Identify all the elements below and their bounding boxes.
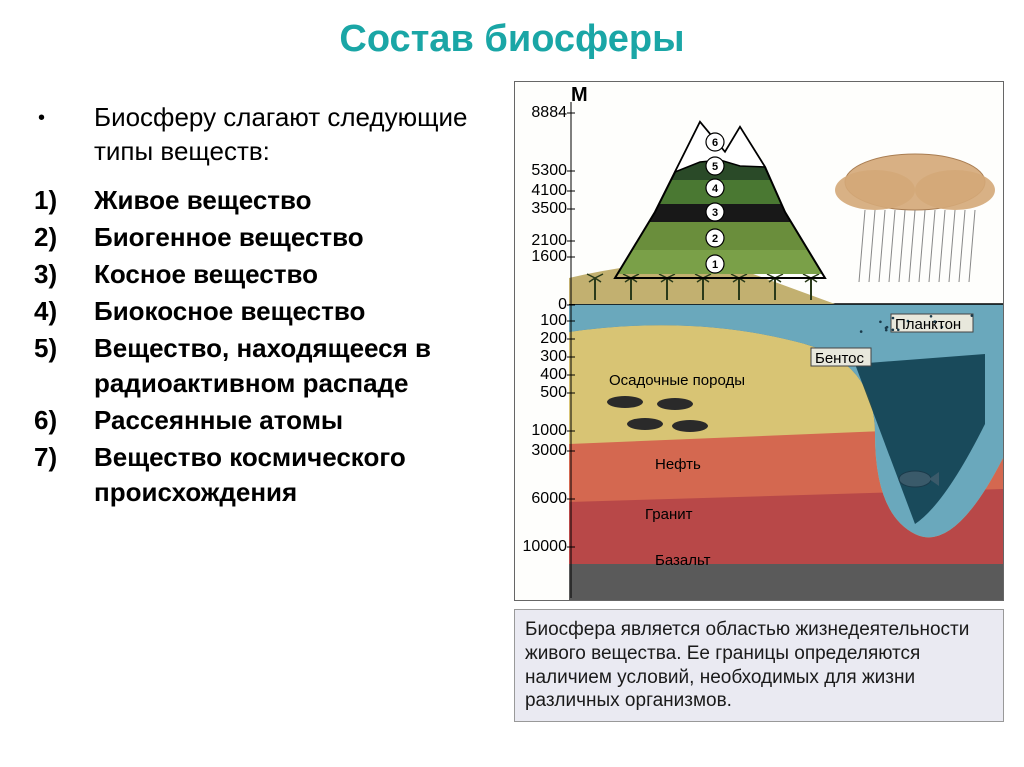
svg-text:1: 1 bbox=[712, 259, 718, 271]
layer-label-bentos: Бентос bbox=[815, 350, 864, 367]
axis-tick: 5300 bbox=[519, 162, 567, 180]
list-text: Вещество космического происхождения bbox=[94, 440, 478, 510]
list-number: 4) bbox=[30, 294, 94, 329]
svg-text:2: 2 bbox=[712, 233, 718, 245]
bullet-icon: • bbox=[30, 101, 78, 169]
list-number: 6) bbox=[30, 403, 94, 438]
axis-label-m: М bbox=[571, 84, 588, 107]
page-title: Состав биосферы bbox=[0, 0, 1024, 71]
layer-label-sediment: Осадочные породы bbox=[609, 372, 745, 389]
list-number: 7) bbox=[30, 440, 94, 510]
list-item: 4)Биокосное вещество bbox=[30, 294, 478, 329]
list-item: 1)Живое вещество bbox=[30, 183, 478, 218]
list-number: 1) bbox=[30, 183, 94, 218]
biosphere-diagram: 654321 М 8884530041003500210016000100200… bbox=[514, 81, 1004, 601]
svg-text:5: 5 bbox=[712, 161, 718, 173]
list-item: 5)Вещество, находящееся в радиоактивном … bbox=[30, 331, 478, 401]
content-row: • Биосферу слагают следующие типы вещест… bbox=[0, 71, 1024, 722]
figure-column: 654321 М 8884530041003500210016000100200… bbox=[488, 81, 1004, 722]
axis-tick: 3500 bbox=[519, 200, 567, 218]
list-text: Вещество, находящееся в радиоактивном ра… bbox=[94, 331, 478, 401]
axis-tick: 500 bbox=[519, 384, 567, 402]
list-item: 3)Косное вещество bbox=[30, 257, 478, 292]
intro-line: • Биосферу слагают следующие типы вещест… bbox=[30, 101, 478, 169]
list-text: Биокосное вещество bbox=[94, 294, 478, 329]
axis-tick: 400 bbox=[519, 366, 567, 384]
svg-text:4: 4 bbox=[712, 183, 719, 195]
list-number: 3) bbox=[30, 257, 94, 292]
axis-tick: 1600 bbox=[519, 248, 567, 266]
axis-tick: 200 bbox=[519, 330, 567, 348]
list-item: 2)Биогенное вещество bbox=[30, 220, 478, 255]
axis-tick: 1000 bbox=[519, 422, 567, 440]
list-text: Биогенное вещество bbox=[94, 220, 478, 255]
axis-tick: 6000 bbox=[519, 490, 567, 508]
list-item: 6)Рассеянные атомы bbox=[30, 403, 478, 438]
layer-label-granite: Гранит bbox=[645, 506, 693, 523]
layer-label-basalt: Базальт bbox=[655, 552, 711, 569]
intro-text: Биосферу слагают следующие типы веществ: bbox=[78, 101, 478, 169]
svg-text:3: 3 bbox=[712, 207, 718, 219]
axis-tick: 8884 bbox=[519, 104, 567, 122]
text-column: • Биосферу слагают следующие типы вещест… bbox=[30, 81, 488, 722]
axis-tick: 4100 bbox=[519, 182, 567, 200]
axis-tick: 10000 bbox=[519, 538, 567, 556]
list-item: 7)Вещество космического происхождения bbox=[30, 440, 478, 510]
axis-tick: 100 bbox=[519, 312, 567, 330]
layer-label-plankton: Планктон bbox=[895, 316, 961, 333]
diagram-svg: 6 5 4 3 2 1 bbox=[515, 82, 1004, 601]
list-number: 5) bbox=[30, 331, 94, 401]
list-text: Косное вещество bbox=[94, 257, 478, 292]
numbered-list: 1)Живое вещество2)Биогенное вещество3)Ко… bbox=[30, 183, 478, 511]
list-text: Живое вещество bbox=[94, 183, 478, 218]
list-number: 2) bbox=[30, 220, 94, 255]
axis-tick: 300 bbox=[519, 348, 567, 366]
list-text: Рассеянные атомы bbox=[94, 403, 478, 438]
svg-text:6: 6 bbox=[712, 137, 718, 149]
axis-tick: 3000 bbox=[519, 442, 567, 460]
caption-box: Биосфера является областью жизнедеятельн… bbox=[514, 609, 1004, 722]
layer-label-oil: Нефть bbox=[655, 456, 701, 473]
